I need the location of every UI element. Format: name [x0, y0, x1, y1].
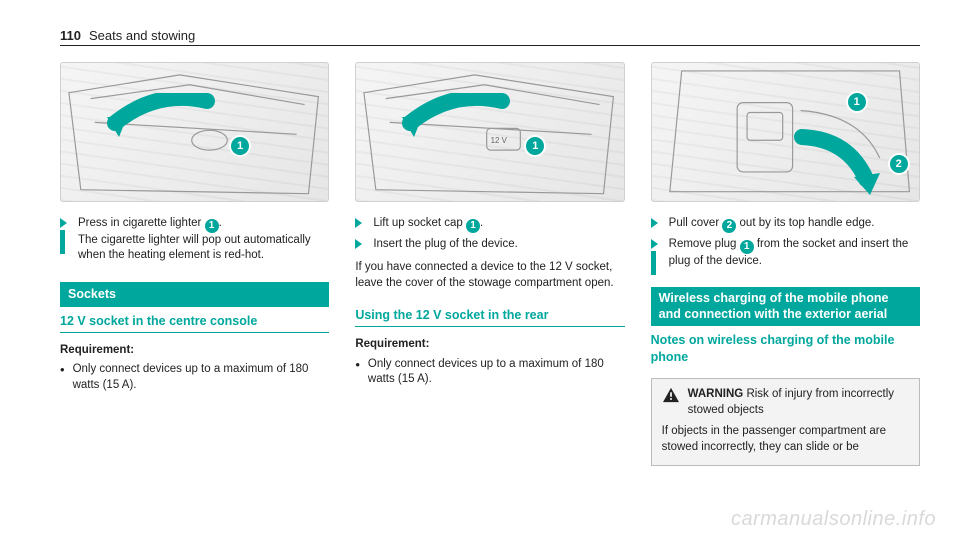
warning-title: WARNING Risk of injury from incorrectly …: [688, 387, 909, 418]
column-2: 12 V 1 Lift up socket cap 1. Insert the …: [355, 62, 624, 466]
requirement-label: Requirement:: [355, 337, 624, 353]
warning-header: WARNING Risk of injury from incorrectly …: [652, 379, 919, 418]
text-fragment: out by its top handle edge.: [736, 217, 874, 229]
text-fragment: The cigarette lighter will pop out autom…: [78, 234, 311, 262]
requirement-bullet: Only connect devices up to a maximum of …: [60, 362, 329, 393]
text-fragment: .: [219, 217, 222, 229]
inline-callout-1: 1: [466, 219, 480, 233]
bullet-text: Only connect devices up to a maximum of …: [368, 357, 625, 388]
section-band-wireless: Wireless charging of the mobile phone an…: [651, 287, 920, 326]
step-text: Insert the plug of the device.: [373, 237, 517, 253]
step-pull-cover: Pull cover 2 out by its top handle edge.: [651, 216, 920, 233]
arrow-icon: [792, 129, 902, 199]
figure-cigarette-lighter: 1: [60, 62, 329, 202]
warning-label: WARNING: [688, 388, 744, 400]
step-text: Lift up socket cap 1.: [373, 216, 483, 233]
subheading-12v-rear: Using the 12 V socket in the rear: [355, 307, 624, 327]
column-3: 1 2 Pull cover 2 out by its top handle e…: [651, 62, 920, 466]
section-band-sockets: Sockets: [60, 282, 329, 307]
column-1: 1 Press in cigarette lighter 1. The ciga…: [60, 62, 329, 466]
step-text: Pull cover 2 out by its top handle edge.: [669, 216, 875, 233]
inline-callout-2: 2: [722, 219, 736, 233]
step-text: Press in cigarette lighter 1. The cigare…: [78, 216, 329, 264]
page-header: 110 Seats and stowing: [60, 28, 920, 46]
text-fragment: Lift up socket cap: [373, 217, 466, 229]
step-marker-icon: [651, 237, 663, 269]
text-fragment: .: [480, 217, 483, 229]
step-marker-icon: [355, 216, 367, 233]
watermark: carmanualsonline.info: [731, 508, 936, 531]
warning-box: WARNING Risk of injury from incorrectly …: [651, 378, 920, 466]
figure-12v-socket-front: 12 V 1: [355, 62, 624, 202]
bullet-text: Only connect devices up to a maximum of …: [73, 362, 330, 393]
step-remove-plug: Remove plug 1 from the socket and insert…: [651, 237, 920, 269]
warning-body: If objects in the passenger compartment …: [652, 418, 919, 465]
inline-callout-1: 1: [205, 219, 219, 233]
arrow-icon: [97, 93, 217, 143]
callout-1: 1: [231, 137, 249, 155]
text-fragment: Pull cover: [669, 217, 723, 229]
step-marker-icon: [355, 237, 367, 253]
callout-2: 2: [890, 155, 908, 173]
paragraph-note: If you have connected a device to the 12…: [355, 260, 624, 291]
inline-callout-1: 1: [740, 240, 754, 254]
step-press-lighter: Press in cigarette lighter 1. The cigare…: [60, 216, 329, 264]
subheading-12v-centre: 12 V socket in the centre console: [60, 313, 329, 333]
text-fragment: Press in cigarette lighter: [78, 217, 205, 229]
step-text: Remove plug 1 from the socket and insert…: [669, 237, 920, 269]
figure-rear-socket: 1 2: [651, 62, 920, 202]
callout-1: 1: [848, 93, 866, 111]
warning-triangle-icon: [662, 387, 680, 403]
requirement-label: Requirement:: [60, 343, 329, 359]
text-fragment: Remove plug: [669, 238, 740, 250]
page-number: 110: [60, 28, 81, 43]
requirement-bullet: Only connect devices up to a maximum of …: [355, 357, 624, 388]
step-marker-icon: [651, 216, 663, 233]
subheading-wireless-notes: Notes on wireless charging of the mobile…: [651, 332, 920, 368]
arrow-icon: [392, 93, 512, 143]
columns: 1 Press in cigarette lighter 1. The ciga…: [60, 62, 920, 466]
step-insert-plug: Insert the plug of the device.: [355, 237, 624, 253]
header-section: Seats and stowing: [89, 28, 195, 43]
step-marker-icon: [60, 216, 72, 264]
step-lift-cap: Lift up socket cap 1.: [355, 216, 624, 233]
